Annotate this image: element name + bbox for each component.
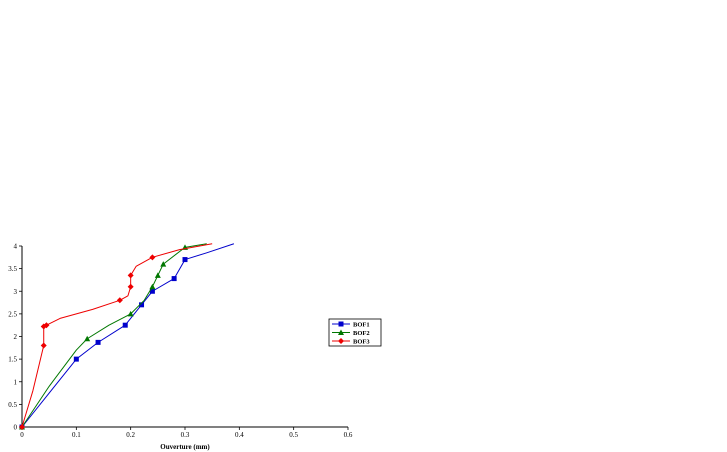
data-point: [43, 322, 50, 329]
y-tick-label: 2.5: [8, 310, 17, 318]
data-point: [19, 424, 25, 430]
x-tick-label: 0.4: [235, 431, 244, 439]
x-tick-label: 0.6: [344, 431, 353, 439]
y-tick-label: 4: [14, 243, 18, 251]
data-point: [84, 335, 91, 342]
legend-marker: [338, 329, 344, 335]
data-point: [127, 272, 134, 279]
series-line: [21, 243, 235, 428]
data-point: [116, 297, 123, 304]
y-ticks: 0 0.5 1 1.5 2 2.5 3 3.5 4: [8, 243, 22, 432]
series-bof1: [19, 243, 235, 430]
x-ticks: 0 0.1 0.2 0.3 0.4 0.5 0.6: [20, 427, 353, 439]
data-point: [149, 283, 156, 290]
y-tick-label: 0: [14, 424, 18, 432]
x-axis-title: Ouverture (mm): [160, 443, 210, 451]
data-point: [127, 283, 134, 290]
data-point: [154, 272, 161, 278]
data-point: [127, 310, 134, 317]
x-tick-label: 0.2: [126, 431, 135, 439]
data-point: [182, 257, 188, 263]
y-tick-label: 1: [14, 378, 18, 386]
x-tick-label: 0: [20, 431, 24, 439]
data-point: [95, 339, 101, 345]
y-tick-label: 2: [14, 333, 18, 341]
y-tick-label: 3.5: [8, 265, 17, 273]
x-tick-label: 0.1: [72, 431, 81, 439]
data-point: [40, 342, 47, 349]
data-point: [122, 322, 128, 328]
data-point: [139, 302, 145, 308]
data-point: [171, 276, 177, 282]
data-point: [149, 254, 156, 261]
series-bof3: [19, 243, 213, 430]
series-layer: [19, 243, 235, 430]
y-tick-label: 1.5: [8, 356, 17, 364]
data-point: [160, 261, 167, 267]
legend-label: BOF3: [353, 338, 370, 345]
data-point: [73, 356, 79, 362]
x-tick-label: 0.5: [289, 431, 298, 439]
y-tick-label: 0.5: [8, 401, 17, 409]
legend-marker: [338, 338, 344, 344]
series-line: [21, 243, 207, 428]
data-point: [149, 288, 155, 294]
x-tick-label: 0.3: [181, 431, 190, 439]
series-line: [21, 243, 213, 428]
legend-marker: [338, 321, 344, 327]
legend-label: BOF1: [353, 321, 370, 328]
legend-label: BOF2: [353, 330, 370, 337]
y-tick-label: 3: [14, 288, 18, 296]
